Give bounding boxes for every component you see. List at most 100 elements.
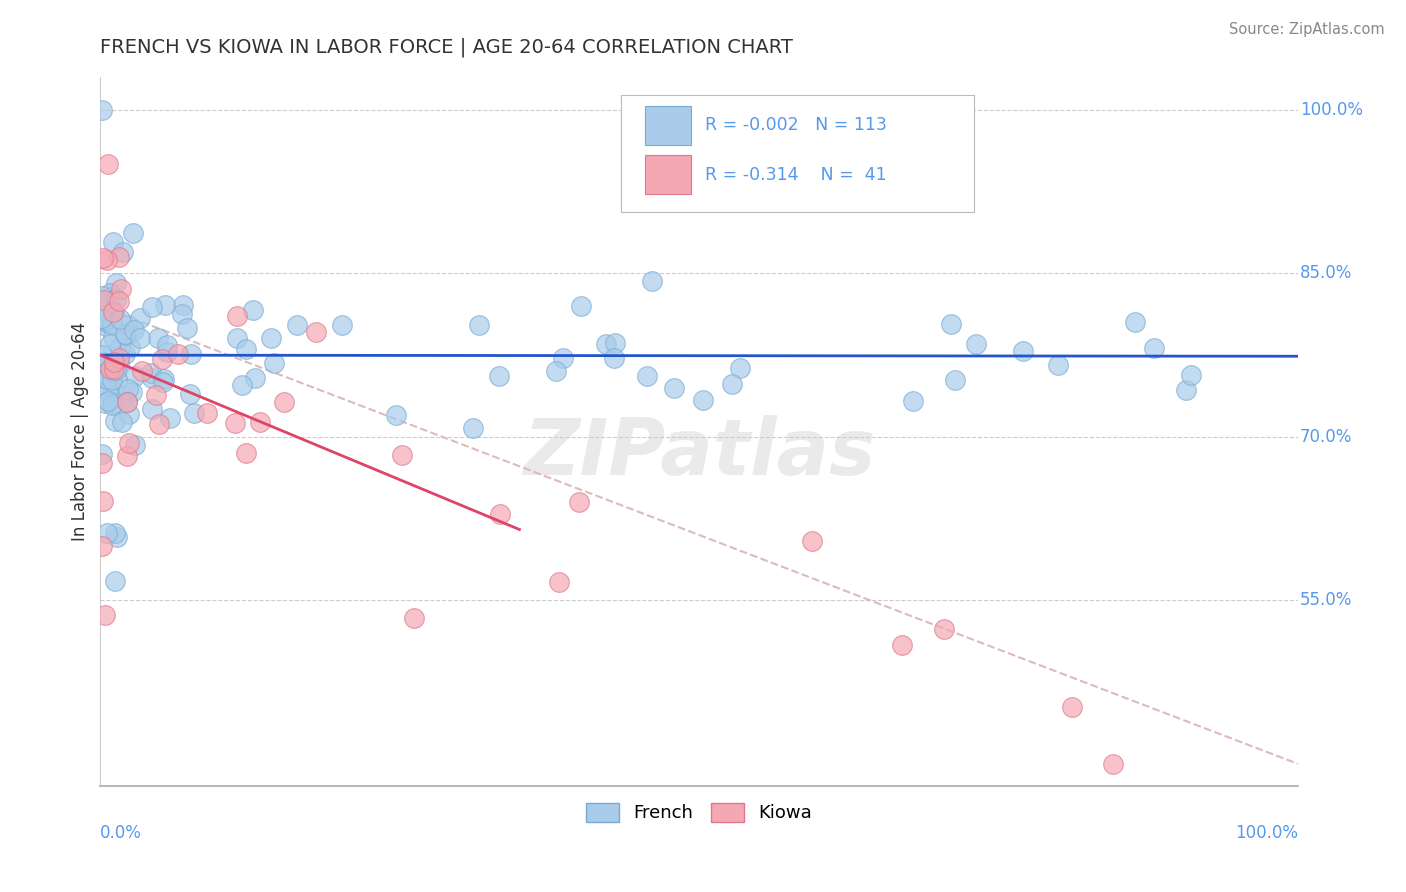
Point: [730, 361, 752, 376]
Point: [105, 293, 128, 307]
Point: [391, 448, 413, 462]
Point: [97, 394, 120, 409]
Point: [94, 313, 117, 327]
Text: Source: ZipAtlas.com: Source: ZipAtlas.com: [1229, 22, 1385, 37]
Point: [159, 411, 181, 425]
FancyBboxPatch shape: [645, 155, 690, 194]
Point: [891, 638, 914, 652]
Point: [167, 347, 190, 361]
Point: [108, 351, 131, 366]
Point: [115, 327, 138, 342]
Point: [114, 326, 136, 341]
Point: [235, 446, 257, 460]
Point: [183, 406, 205, 420]
Point: [692, 392, 714, 407]
Point: [115, 394, 138, 409]
Point: [943, 373, 966, 387]
Point: [636, 369, 658, 384]
Point: [117, 318, 139, 332]
Point: [111, 415, 134, 429]
Point: [225, 330, 247, 344]
Point: [156, 338, 179, 352]
Point: [124, 323, 146, 337]
Point: [90, 385, 112, 400]
Point: [115, 395, 138, 409]
Point: [107, 372, 129, 386]
Point: [96, 157, 118, 171]
Legend: French, Kiowa: French, Kiowa: [579, 796, 820, 830]
Point: [226, 309, 249, 323]
Point: [1060, 700, 1083, 714]
Text: 55.0%: 55.0%: [1301, 591, 1353, 609]
Point: [124, 438, 146, 452]
Point: [152, 351, 174, 366]
Point: [156, 344, 179, 359]
Point: [662, 381, 685, 395]
Point: [91, 251, 114, 265]
Point: [242, 302, 264, 317]
Point: [1102, 756, 1125, 771]
Point: [90, 368, 112, 383]
Point: [103, 357, 125, 371]
Point: [544, 364, 567, 378]
Point: [107, 356, 129, 370]
Point: [91, 289, 114, 303]
Point: [96, 526, 118, 541]
Point: [285, 318, 308, 332]
Point: [569, 299, 592, 313]
Point: [101, 363, 124, 377]
Point: [145, 388, 167, 402]
Point: [96, 253, 118, 268]
Point: [91, 447, 114, 461]
Point: [90, 539, 112, 553]
Point: [547, 575, 569, 590]
Point: [1180, 368, 1202, 382]
Text: FRENCH VS KIOWA IN LABOR FORCE | AGE 20-64 CORRELATION CHART: FRENCH VS KIOWA IN LABOR FORCE | AGE 20-…: [100, 37, 793, 57]
Point: [153, 372, 176, 386]
Point: [153, 298, 176, 312]
Point: [93, 396, 115, 410]
Point: [330, 318, 353, 332]
Point: [152, 376, 174, 390]
Point: [100, 290, 122, 304]
Text: ZIPatlas: ZIPatlas: [523, 415, 875, 491]
Point: [1174, 383, 1197, 397]
Point: [249, 415, 271, 429]
Point: [243, 371, 266, 385]
Point: [112, 389, 135, 403]
Point: [1143, 342, 1166, 356]
Point: [235, 342, 257, 356]
Point: [551, 351, 574, 365]
Point: [98, 337, 121, 351]
Point: [489, 507, 512, 521]
Point: [103, 355, 125, 369]
Point: [461, 421, 484, 435]
Point: [404, 611, 426, 625]
Text: R = -0.002   N = 113: R = -0.002 N = 113: [704, 117, 887, 135]
Point: [141, 371, 163, 385]
Point: [98, 362, 121, 376]
Text: 70.0%: 70.0%: [1301, 428, 1353, 446]
Point: [117, 435, 139, 450]
Text: 0.0%: 0.0%: [100, 824, 142, 843]
Point: [103, 305, 125, 319]
Point: [568, 495, 591, 509]
Point: [801, 533, 824, 548]
Point: [108, 250, 131, 264]
Point: [101, 398, 124, 412]
Point: [468, 318, 491, 332]
Point: [118, 407, 141, 421]
Point: [224, 416, 246, 430]
Point: [98, 286, 121, 301]
Point: [488, 369, 510, 384]
Point: [105, 363, 128, 377]
Point: [595, 336, 617, 351]
Point: [932, 622, 955, 636]
Point: [120, 340, 142, 354]
Point: [94, 319, 117, 334]
Point: [105, 276, 128, 290]
Point: [101, 373, 124, 387]
Text: 100.0%: 100.0%: [1301, 101, 1362, 119]
Point: [1123, 315, 1146, 329]
Point: [273, 394, 295, 409]
